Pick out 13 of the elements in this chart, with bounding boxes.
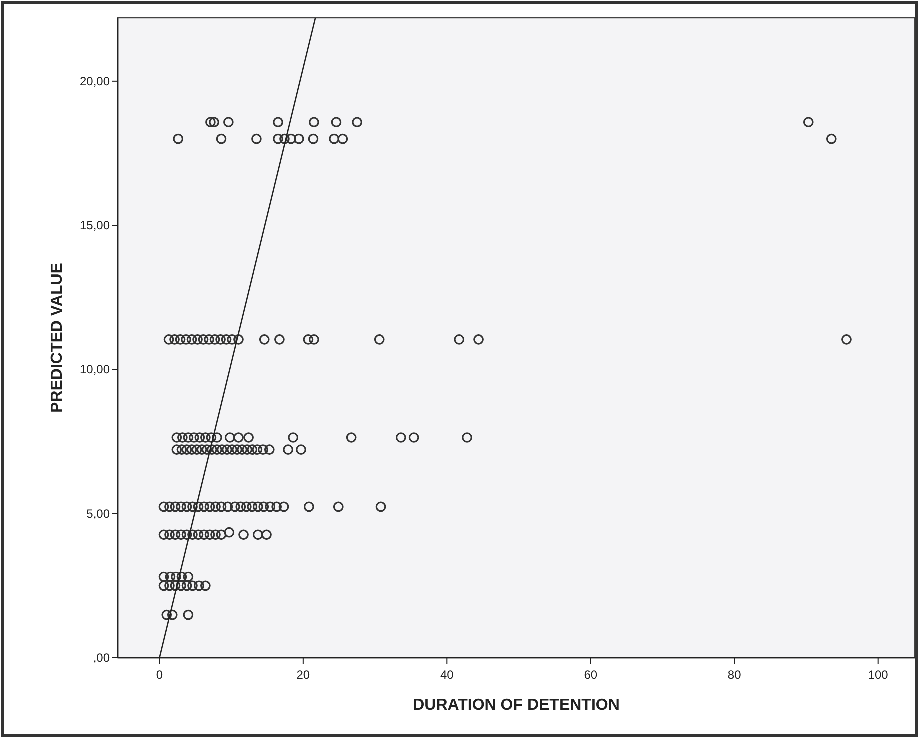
y-tick-label: 20,00 [80,74,110,88]
x-tick-label: 40 [440,668,454,682]
x-tick-label: 80 [728,668,742,682]
x-axis-title: DURATION OF DETENTION [413,697,620,714]
x-tick-label: 20 [296,668,310,682]
y-tick-label: 10,00 [80,362,110,377]
y-axis-title: PREDICTED VALUE [49,262,66,413]
x-tick-label: 60 [584,668,598,682]
y-tick-label: ,00 [93,651,110,665]
y-tick-label: 15,00 [80,218,110,233]
x-tick-label: 0 [156,668,164,682]
y-tick-label: 5,00 [86,506,110,521]
x-tick-label: 100 [868,668,889,682]
